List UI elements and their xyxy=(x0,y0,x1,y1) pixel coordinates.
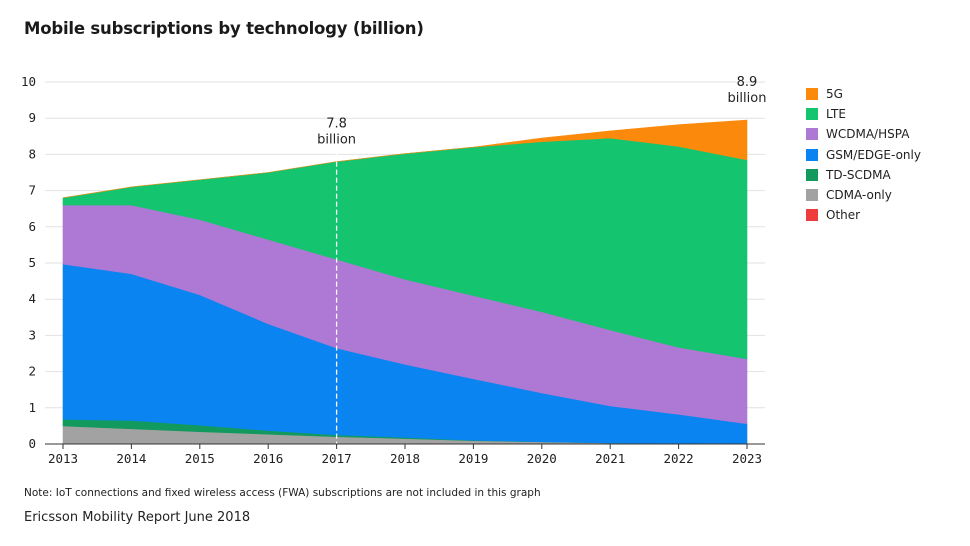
stacked-areas xyxy=(62,119,748,445)
legend-label: 5G xyxy=(826,87,843,102)
x-tick-label: 2017 xyxy=(322,451,352,466)
legend-swatch xyxy=(806,88,818,101)
legend-swatch xyxy=(806,209,818,222)
y-tick-label: 9 xyxy=(28,110,36,125)
annotation-value-2017: 7.8 xyxy=(326,117,347,132)
legend-item-gsm-edge-only: GSM/EDGE-only xyxy=(806,145,921,165)
legend-label: WCDMA/HSPA xyxy=(826,127,910,142)
legend-label: LTE xyxy=(826,107,846,122)
y-tick-label: 4 xyxy=(28,291,36,306)
y-tick-label: 1 xyxy=(28,400,36,415)
annotation-unit-2017: billion xyxy=(317,133,356,148)
legend-swatch xyxy=(806,108,818,121)
x-tick-label: 2015 xyxy=(185,451,215,466)
footnote: Note: IoT connections and fixed wireless… xyxy=(24,487,541,499)
x-tick-label: 2014 xyxy=(116,451,146,466)
legend-item-wcdma-hspa: WCDMA/HSPA xyxy=(806,124,921,144)
annotation-unit-2023: billion xyxy=(728,91,767,106)
legend-label: CDMA-only xyxy=(826,188,892,203)
legend-item-cdma-only: CDMA-only xyxy=(806,185,921,205)
y-tick-label: 3 xyxy=(28,327,36,342)
source-label: Ericsson Mobility Report June 2018 xyxy=(24,510,251,525)
y-tick-label: 7 xyxy=(28,183,36,198)
legend-item-5g: 5G xyxy=(806,84,921,104)
chart-title: Mobile subscriptions by technology (bill… xyxy=(24,19,424,38)
legend-label: Other xyxy=(826,208,861,223)
x-tick-label: 2019 xyxy=(458,451,488,466)
x-tick-label: 2021 xyxy=(595,451,625,466)
y-tick-label: 8 xyxy=(28,146,36,161)
x-tick-label: 2020 xyxy=(527,451,557,466)
y-tick-label: 2 xyxy=(28,364,36,379)
y-tick-label: 5 xyxy=(28,255,36,270)
y-tick-label: 6 xyxy=(28,219,36,234)
legend: 5G LTE WCDMA/HSPA GSM/EDGE-only TD-SCDMA CDMA… xyxy=(806,84,921,225)
legend-item-other: Other xyxy=(806,205,921,225)
x-tick-label: 2023 xyxy=(732,451,762,466)
legend-swatch xyxy=(806,128,818,141)
legend-item-td-scdma: TD-SCDMA xyxy=(806,165,921,185)
y-tick-label: 10 xyxy=(21,74,36,89)
x-tick-label: 2016 xyxy=(253,451,283,466)
legend-item-lte: LTE xyxy=(806,104,921,124)
axes: 2013 2014 2015 2016 2017 2018 2019 2020 2021 2022… xyxy=(21,74,765,466)
annotation-value-2023: 8.9 xyxy=(737,75,758,90)
x-tick-label: 2018 xyxy=(390,451,420,466)
legend-label: GSM/EDGE-only xyxy=(826,147,921,162)
x-tick-label: 2022 xyxy=(664,451,694,466)
legend-swatch xyxy=(806,168,818,181)
area-5g xyxy=(62,119,748,199)
x-tick-label: 2013 xyxy=(48,451,78,466)
y-tick-label: 0 xyxy=(28,436,36,451)
legend-swatch xyxy=(806,148,818,161)
legend-label: TD-SCDMA xyxy=(826,167,891,182)
legend-swatch xyxy=(806,189,818,202)
